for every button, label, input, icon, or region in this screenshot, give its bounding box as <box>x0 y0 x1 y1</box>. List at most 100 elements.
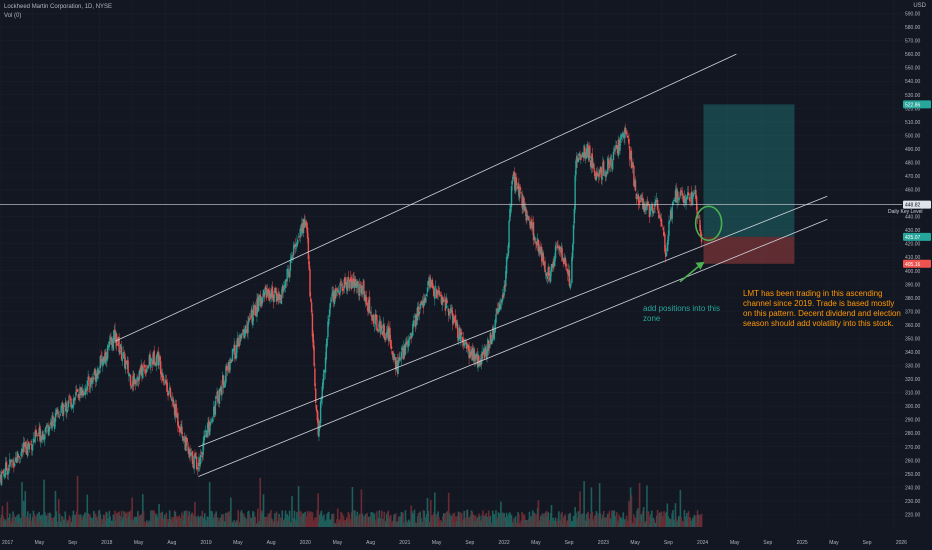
volume-bar <box>300 511 302 527</box>
volume-bar <box>682 521 684 527</box>
candle-body <box>272 295 274 302</box>
long-position-box[interactable] <box>703 104 795 264</box>
candle-body <box>226 369 229 371</box>
candle-body <box>697 216 700 218</box>
zone-annotation: add positions into this zone <box>643 304 720 323</box>
candle-body <box>578 153 580 156</box>
volume-bar <box>302 513 305 527</box>
channel-line-upper <box>115 53 737 342</box>
candle-body <box>88 376 90 387</box>
candle-body <box>647 202 649 205</box>
volume-bar <box>447 511 449 527</box>
ascending-channel[interactable] <box>115 53 828 477</box>
candle-body <box>390 339 392 348</box>
time-axis[interactable]: 2017 May Sep 2018 May Aug 2019 May Aug 2020 May Aug… <box>2 540 907 546</box>
candle-body <box>562 258 564 259</box>
candle-body <box>580 155 583 157</box>
candle-body <box>685 198 687 205</box>
candle-body <box>269 293 271 299</box>
volume-bar <box>553 523 555 527</box>
candle-body <box>81 389 84 396</box>
volume-bar <box>98 510 101 527</box>
volume-bar <box>571 520 574 527</box>
volume-bar <box>568 513 571 527</box>
volume-bar <box>581 513 584 527</box>
candle-body <box>245 326 248 328</box>
candle-body <box>509 204 512 212</box>
candle-body <box>98 370 100 373</box>
volume-bar <box>572 515 575 527</box>
volume-bar <box>636 510 638 527</box>
candle-body <box>201 455 204 458</box>
volume-bar <box>375 519 377 527</box>
candle-body <box>483 348 485 354</box>
volume-bar <box>35 515 37 527</box>
volume-bar <box>342 515 345 527</box>
candle-body <box>514 178 517 192</box>
volume-bar <box>227 512 230 527</box>
candle-body <box>222 375 225 388</box>
candle-body <box>271 286 274 298</box>
candle-body <box>312 333 314 348</box>
volume-bar <box>249 518 252 527</box>
volume-bar <box>55 511 58 527</box>
candle-body <box>474 353 476 362</box>
volume-bar <box>679 489 682 527</box>
volume-bar <box>333 523 336 527</box>
volume-bar <box>538 521 541 527</box>
volume-bar <box>564 514 567 527</box>
volume-bar <box>31 517 34 527</box>
candle-body <box>253 305 256 306</box>
volume-bar <box>624 519 626 527</box>
candle-body <box>674 190 677 203</box>
volume-bar <box>287 520 290 527</box>
price-axis[interactable]: 220.00230.00240.00250.00260.00270.00280.… <box>905 12 921 519</box>
volume-bar <box>690 520 692 527</box>
volume-bar <box>324 520 327 527</box>
time-tick-label: Sep <box>465 540 474 546</box>
candle-body <box>315 388 317 403</box>
candle-body <box>170 398 173 400</box>
candle-body <box>28 443 31 450</box>
volume-bar <box>554 517 557 527</box>
volume-bar <box>265 518 267 527</box>
candle-body <box>410 335 412 339</box>
volume-bar <box>659 522 662 527</box>
candle-body <box>66 409 68 413</box>
candle-body <box>596 171 598 175</box>
volume-bar <box>16 515 18 527</box>
candle-body <box>473 349 475 360</box>
candle-body <box>215 395 217 399</box>
volume-bar <box>627 520 629 527</box>
candle-body <box>275 291 278 302</box>
candle-body <box>282 285 284 292</box>
candle-body <box>554 245 557 259</box>
candle-body <box>178 426 181 432</box>
volume-bar <box>100 519 102 527</box>
volume-bar <box>141 513 143 527</box>
candle-body <box>421 302 424 306</box>
volume-bar <box>377 518 380 527</box>
volume-bar <box>416 516 419 527</box>
candle-body <box>504 284 506 288</box>
volume-bar <box>22 500 25 527</box>
candle-body <box>548 266 550 277</box>
candle-body <box>129 375 132 386</box>
volume-bar <box>534 514 536 527</box>
volume-bar <box>374 523 377 527</box>
entry-zone-marker[interactable] <box>679 205 723 283</box>
candle-body <box>543 262 545 265</box>
candle-body <box>387 326 390 341</box>
candle-body <box>173 404 176 416</box>
candle-body <box>168 387 171 390</box>
volume-bar <box>365 522 368 527</box>
candle-body <box>372 315 375 324</box>
volume-bar <box>629 487 632 527</box>
candle-body <box>482 352 484 356</box>
volume-bar <box>459 512 461 527</box>
candle-body <box>360 285 363 294</box>
time-tick-label: 2021 <box>399 540 410 546</box>
volume-bar <box>595 511 598 527</box>
volume-bar <box>304 511 306 527</box>
